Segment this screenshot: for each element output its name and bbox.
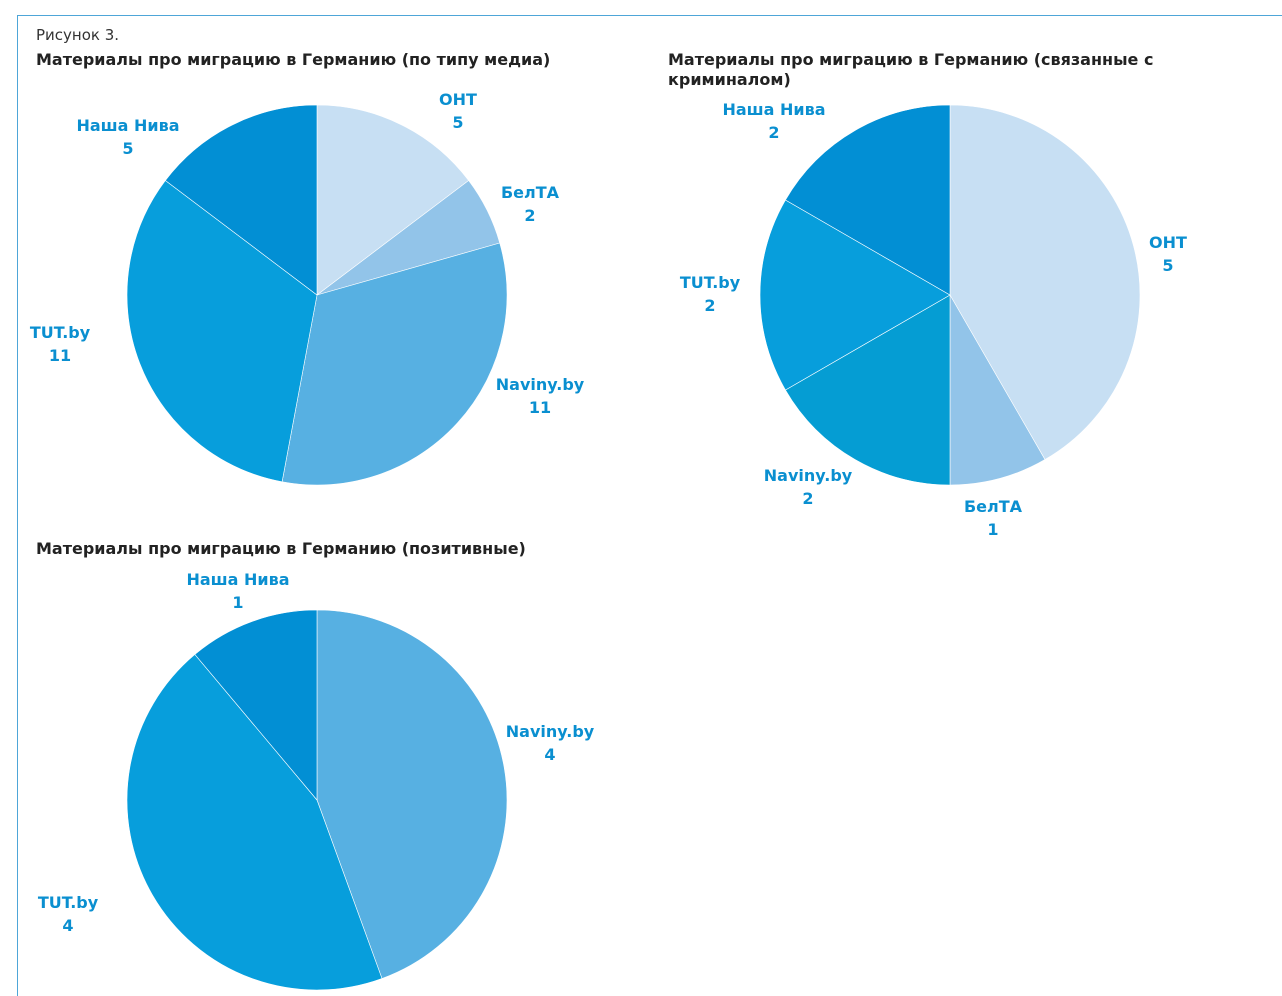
pie2-slice-3	[759, 199, 951, 391]
pie3-slice-value-2: 1	[232, 593, 243, 612]
pie1-slice-name-1: БелТА	[501, 183, 560, 202]
pie1-slice-name-3: TUT.by	[30, 323, 91, 342]
pie3-slice-1	[126, 654, 383, 991]
pie2-slice-0	[949, 104, 1141, 460]
chart-title-positive: Материалы про миграцию в Германию (позит…	[36, 539, 526, 558]
pie2-slice-label-4: Наша Нива 2	[722, 100, 825, 142]
pie2-slice-1	[949, 293, 1046, 486]
pie3-slice-label-2: Наша Нива 1	[186, 570, 289, 612]
pie1-slice-label-3: TUT.by 11	[30, 323, 91, 365]
pie3-slice-name-0: Naviny.by	[506, 722, 595, 741]
pie1-slice-name-4: Наша Нива	[76, 116, 179, 135]
pie1-slice-label-4: Наша Нива 5	[76, 116, 179, 158]
pie1-slice-value-3: 11	[49, 346, 71, 365]
pie1-slice-0	[316, 104, 470, 296]
pie2-slice-name-1: БелТА	[964, 497, 1023, 516]
pie1-slice-value-4: 5	[122, 139, 133, 158]
pie1-slice-value-0: 5	[452, 113, 463, 132]
pie2-slice-4	[785, 104, 951, 296]
pie1-slice-4	[164, 104, 318, 296]
pie3-slice-0	[316, 609, 508, 979]
pie2-slice-value-2: 2	[802, 489, 813, 508]
chart-title-media-type: Материалы про миграцию в Германию (по ти…	[36, 50, 551, 69]
pie2-slice-name-0: ОНТ	[1149, 233, 1187, 252]
pie3-slice-label-1: TUT.by 4	[38, 893, 99, 935]
pie1-slice-2	[281, 242, 508, 486]
pie2-slice-2	[785, 294, 951, 486]
pie2-slice-value-1: 1	[987, 520, 998, 539]
pie2-slice-label-1: БелТА 1	[964, 497, 1023, 539]
figure-frame	[17, 15, 1282, 996]
pie1-slice-3	[126, 180, 318, 483]
chart-title-criminal: Материалы про миграцию в Германию (связа…	[668, 50, 1154, 89]
pie3-slice-label-0: Naviny.by 4	[506, 722, 595, 764]
pie1-slice-name-0: ОНТ	[439, 90, 477, 109]
pie3-slice-name-2: Наша Нива	[186, 570, 289, 589]
pie1-slice-label-1: БелТА 2	[501, 183, 560, 225]
pie1-slice-value-2: 11	[529, 398, 551, 417]
pie2-slice-label-2: Naviny.by 2	[764, 466, 853, 508]
pie2-slice-value-0: 5	[1162, 256, 1173, 275]
pie2-slice-name-2: Naviny.by	[764, 466, 853, 485]
pie2-slice-value-3: 2	[704, 296, 715, 315]
pie2-slice-name-3: TUT.by	[680, 273, 741, 292]
pie1-slice-name-2: Naviny.by	[496, 375, 585, 394]
pie1-slice-value-1: 2	[524, 206, 535, 225]
pie2-slice-label-3: TUT.by 2	[680, 273, 741, 315]
pie1-slice-label-2: Naviny.by 11	[496, 375, 585, 417]
pie3-slice-name-1: TUT.by	[38, 893, 99, 912]
pie2-slice-name-4: Наша Нива	[722, 100, 825, 119]
pie1-slice-label-0: ОНТ 5	[439, 90, 477, 132]
pie3-slice-2	[194, 609, 318, 801]
pie2-slice-value-4: 2	[768, 123, 779, 142]
pie2-slice-label-0: ОНТ 5	[1149, 233, 1187, 275]
figure-caption: Рисунок 3.	[36, 26, 120, 44]
pie3-slice-value-0: 4	[544, 745, 555, 764]
pie3-slice-value-1: 4	[62, 916, 73, 935]
